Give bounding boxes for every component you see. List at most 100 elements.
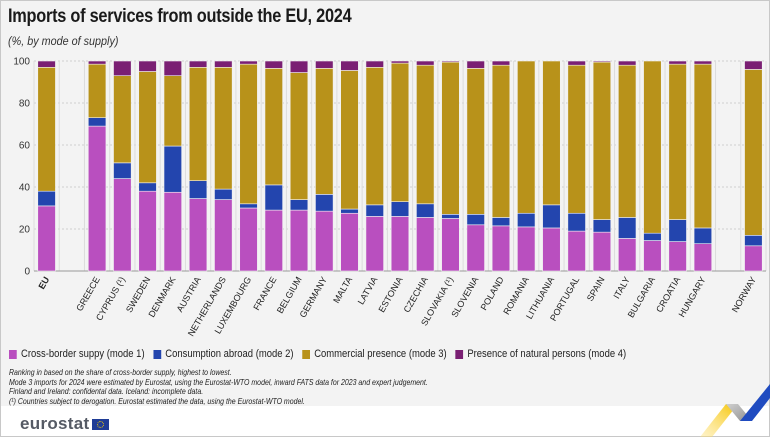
x-tick-label: CZECHIA [402,275,430,314]
bar-segment-mode2 [693,227,713,244]
bar-segment-mode4 [214,60,233,68]
bar-segment-mode3 [138,71,157,184]
y-tick-label: 0 [24,267,30,278]
bar-segment-mode2 [87,117,107,127]
bar-segment-mode2 [239,203,258,209]
bar-segment-mode4 [113,60,132,76]
bar-segment-mode4 [693,60,713,65]
footnote-confidential: Finland and Ireland: confidental data. I… [9,386,204,396]
legend-label: Commercial presence (mode 3) [314,348,447,360]
bar-segment-mode3 [365,67,384,206]
legend: Cross-border suppy (mode 1) Consumption … [9,348,626,360]
bar-segment-mode3 [693,63,713,229]
bar-segment-mode4 [315,60,334,69]
bar-segment-mode1 [517,226,536,272]
bar-segment-mode3 [289,72,309,200]
bar-segment-mode2 [264,184,283,211]
bar-segment-mode3 [592,61,612,220]
bar-segment-mode1 [466,224,485,272]
bar-segment-mode1 [163,191,182,272]
bar-segment-mode3 [466,68,485,215]
legend-item-mode1[interactable]: Cross-border suppy (mode 1) [9,348,145,360]
footnote-mode3: Mode 3 imports for 2024 were estimated b… [9,376,428,387]
bar-segment-mode4 [138,60,157,72]
bar-segment-mode2 [163,145,182,193]
legend-label: Consumption abroad (mode 2) [165,348,294,360]
bar-segment-mode3 [744,69,763,236]
bar-segment-mode4 [289,60,309,73]
y-tick-label: 100 [13,57,30,68]
bar-segment-mode1 [113,178,132,272]
legend-swatch-mode3 [302,349,310,359]
bar-segment-mode2 [214,188,233,200]
bar-segment-mode3 [441,61,460,215]
chart-title: Imports of services from outside the EU,… [8,6,352,27]
bar-segment-mode1 [365,216,384,272]
legend-swatch-mode2 [153,349,161,359]
bar-segment-mode3 [239,63,258,205]
bar-segment-mode1 [239,207,258,272]
x-tick-label: POLAND [479,275,506,312]
eu-flag-icon [92,418,110,430]
bar-segment-mode2 [390,201,410,217]
bar-segment-mode1 [315,210,334,272]
bar-segment-mode2 [37,190,56,207]
bar-segment-mode2 [138,182,157,192]
bar-segment-mode2 [365,204,384,217]
y-tick-label: 60 [19,141,31,152]
bar-segment-mode2 [643,232,662,241]
bar-segment-mode2 [744,235,763,247]
bar-segment-mode3 [340,70,359,210]
bar-segment-mode3 [214,67,233,190]
bar-segment-mode1 [542,227,561,272]
bar-segment-mode4 [491,60,511,66]
bar-segment-mode2 [188,180,208,199]
x-tick-label: EU [36,275,51,291]
bar-segment-mode2 [416,203,435,218]
legend-item-mode2[interactable]: Consumption abroad (mode 2) [153,348,294,360]
bar-segment-mode4 [390,60,410,64]
bar-segment-mode3 [87,63,107,118]
bar-segment-mode3 [188,67,208,182]
bar-segment-mode4 [441,60,460,63]
legend-item-mode3[interactable]: Commercial presence (mode 3) [302,348,447,360]
bar-segment-mode1 [340,212,359,272]
bar-segment-mode2 [289,199,309,211]
bar-segment-mode3 [113,75,132,164]
bar-segment-mode2 [441,214,460,219]
bar-segment-mode3 [264,68,283,186]
bar-segment-mode4 [744,60,763,70]
bar-segment-mode2 [340,208,359,214]
legend-label: Cross-border suppy (mode 1) [21,348,145,360]
bar-segment-mode2 [542,204,561,229]
bar-segment-mode1 [264,209,283,272]
bar-segment-mode3 [390,62,410,203]
bar-segment-mode2 [592,219,612,233]
footnote-ranking: Ranking in based on the share of cross-b… [9,367,232,377]
x-tick-label: BELGIUM [275,275,304,315]
bar-segment-mode1 [643,240,662,272]
bar-segment-mode3 [668,63,687,220]
bar-segment-mode4 [340,60,359,71]
bar-segment-mode3 [643,60,662,234]
bar-segment-mode1 [592,231,612,272]
x-tick-label: FRANCE [251,275,278,312]
bar-segment-mode1 [289,209,309,272]
y-tick-label: 20 [19,225,31,236]
bar-segment-mode4 [567,60,586,66]
bar-segment-mode4 [668,60,687,65]
bar-segment-mode1 [441,218,460,272]
bar-segment-mode3 [491,64,511,218]
legend-swatch-mode4 [455,349,464,359]
bar-segment-mode3 [618,64,637,218]
bar-segment-mode3 [542,60,561,206]
legend-label: Presence of natural persons (mode 4) [467,348,627,360]
bar-segment-mode2 [618,217,637,239]
bar-segment-mode4 [365,60,384,68]
eurostat-logo: eurostat [20,414,110,434]
brand-name: eurostat [20,414,90,433]
x-tick-label: CROATIA [654,275,682,314]
bar-segment-mode1 [390,216,410,272]
legend-item-mode4[interactable]: Presence of natural persons (mode 4) [455,348,626,360]
bar-segment-mode4 [416,60,435,66]
